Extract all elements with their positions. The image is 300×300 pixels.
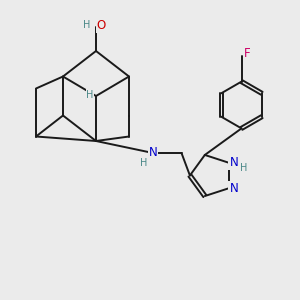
Text: N: N [148, 146, 158, 160]
Text: N: N [230, 182, 238, 195]
Text: H: H [83, 20, 90, 31]
Text: F: F [244, 47, 250, 60]
Text: O: O [97, 19, 106, 32]
Text: H: H [86, 89, 94, 100]
Text: H: H [140, 158, 148, 168]
Text: N: N [230, 156, 238, 169]
Text: H: H [240, 163, 247, 173]
